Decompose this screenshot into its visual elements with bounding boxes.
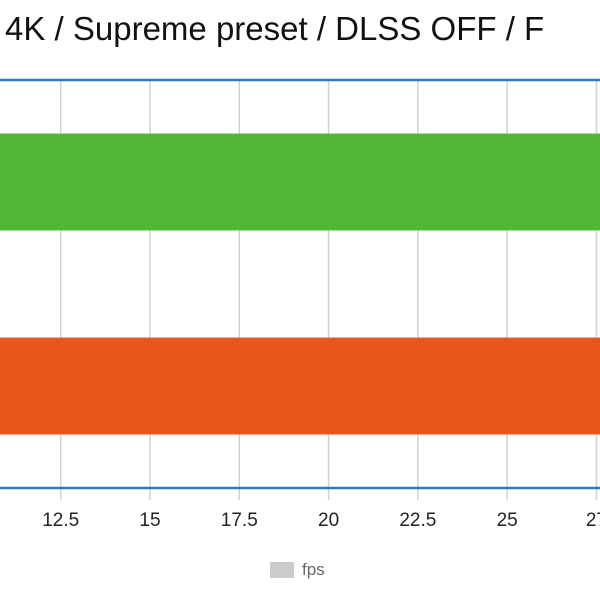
bar-1[interactable] [0,133,600,231]
x-tick-labels: 12.5 15 17.5 20 22.5 25 27 [42,510,600,531]
chart-title: 4K / Supreme preset / DLSS OFF / F [5,10,545,47]
x-tick-label: 15 [139,510,160,531]
legend[interactable]: fps [270,560,325,580]
x-tick-label: 17.5 [221,510,258,531]
x-tick-label: 25 [497,510,518,531]
x-tick-label: 12.5 [42,510,79,531]
bar-2[interactable] [0,337,600,435]
x-tick-label: 22.5 [399,510,436,531]
legend-label-fps: fps [302,560,325,579]
legend-swatch [270,562,294,578]
x-tick-label: 20 [318,510,339,531]
x-tick-label: 27 [586,510,600,531]
axis-lines [0,78,600,490]
bars [0,133,600,435]
